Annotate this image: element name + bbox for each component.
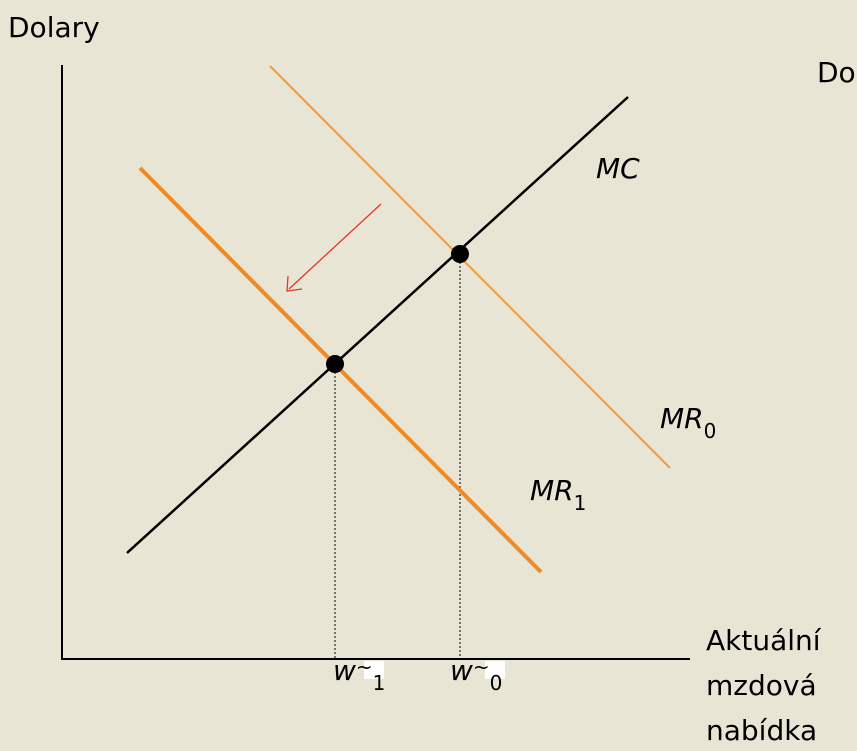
label-sub: 1: [574, 491, 587, 515]
label-base: MR: [530, 474, 574, 507]
tilde-box: [364, 661, 384, 679]
mc-label: MC: [596, 152, 640, 185]
label-sub: 0: [704, 419, 717, 443]
x-axis-label: nabídka: [706, 714, 817, 747]
label-base: w: [333, 654, 356, 687]
label-sub: 1: [373, 671, 386, 695]
x-point-label: w~1: [333, 654, 385, 695]
y-axis-label: Dolary: [8, 11, 100, 44]
tilde-box: [485, 661, 505, 679]
mr1-label: MR1: [530, 474, 586, 515]
equilibrium-point: [326, 355, 344, 373]
mr0-label: MR0: [660, 402, 716, 443]
x-axis-label: mzdová: [706, 669, 817, 702]
label-mark: ~: [356, 655, 373, 679]
mc-curve: [126, 96, 629, 554]
x-point-label: w~0: [450, 654, 502, 695]
arrow-head: [286, 275, 303, 292]
x-axis-label: Aktuální: [706, 624, 822, 657]
cut-text: Do: [817, 56, 856, 89]
label-mark: ~: [473, 655, 490, 679]
label-base: MR: [660, 402, 704, 435]
label-base: w: [450, 654, 473, 687]
shift-arrow: [288, 203, 382, 290]
mr0-curve: [269, 65, 671, 469]
label-sub: 0: [490, 671, 503, 695]
equilibrium-point: [451, 245, 469, 263]
